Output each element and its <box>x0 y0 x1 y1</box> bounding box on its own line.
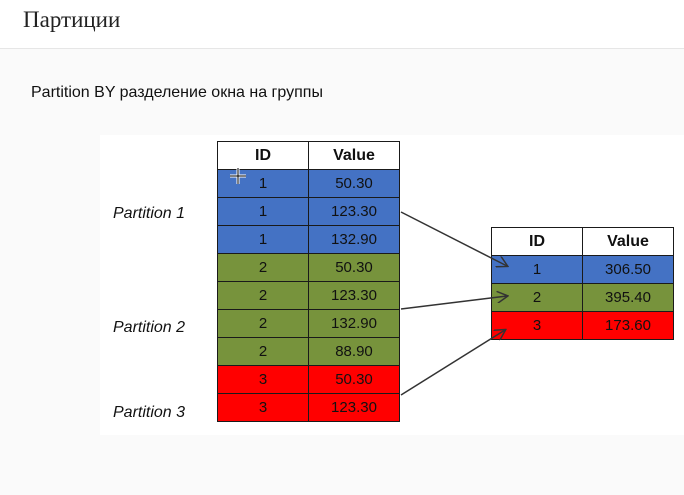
cell-id: 2 <box>217 337 309 366</box>
partition-label-3: Partition 3 <box>113 404 186 421</box>
cell-value: 88.90 <box>308 337 400 366</box>
aggregated-table: ID Value 1 306.50 2 395.40 3 173.60 <box>491 227 674 340</box>
partition-label-1: Partition 1 <box>113 205 186 222</box>
column-header-id: ID <box>217 141 309 170</box>
cell-id: 1 <box>217 197 309 226</box>
page-title: Партиции <box>23 7 121 32</box>
cell-value: 173.60 <box>582 311 674 340</box>
column-header-value: Value <box>582 227 674 256</box>
cell-value: 132.90 <box>308 309 400 338</box>
crosshair-cursor-icon <box>230 168 246 184</box>
table-row: 2 88.90 <box>217 337 400 366</box>
table-row: 2 132.90 <box>217 309 400 338</box>
cell-value: 123.30 <box>308 281 400 310</box>
cell-id: 3 <box>491 311 583 340</box>
cell-id: 1 <box>217 169 309 198</box>
cell-value: 123.30 <box>308 197 400 226</box>
table-row: 1 306.50 <box>491 255 674 284</box>
cell-value: 395.40 <box>582 283 674 312</box>
cell-id: 1 <box>217 225 309 254</box>
column-header-id: ID <box>491 227 583 256</box>
source-table: ID Value 1 50.30 1 123.30 1 132.90 2 50.… <box>217 141 400 422</box>
cell-value: 306.50 <box>582 255 674 284</box>
table-row: 3 50.30 <box>217 365 400 394</box>
table-row: 1 50.30 <box>217 169 400 198</box>
cell-id: 2 <box>491 283 583 312</box>
table-row: 3 173.60 <box>491 311 674 340</box>
cell-value: 123.30 <box>308 393 400 422</box>
cell-id: 3 <box>217 393 309 422</box>
cell-value: 50.30 <box>308 169 400 198</box>
cell-id: 2 <box>217 253 309 282</box>
table-header-row: ID Value <box>217 141 400 170</box>
cell-value: 50.30 <box>308 365 400 394</box>
cell-id: 1 <box>491 255 583 284</box>
table-header-row: ID Value <box>491 227 674 256</box>
partition-label-2: Partition 2 <box>113 319 186 336</box>
cell-id: 2 <box>217 309 309 338</box>
table-row: 2 395.40 <box>491 283 674 312</box>
table-row: 1 132.90 <box>217 225 400 254</box>
table-row: 1 123.30 <box>217 197 400 226</box>
table-row: 2 50.30 <box>217 253 400 282</box>
slide-subtitle: Partition BY разделение окна на группы <box>31 84 323 101</box>
cell-id: 3 <box>217 365 309 394</box>
cell-id: 2 <box>217 281 309 310</box>
cell-value: 50.30 <box>308 253 400 282</box>
table-row: 2 123.30 <box>217 281 400 310</box>
page-header: Партиции <box>0 0 684 49</box>
column-header-value: Value <box>308 141 400 170</box>
cell-value: 132.90 <box>308 225 400 254</box>
table-row: 3 123.30 <box>217 393 400 422</box>
